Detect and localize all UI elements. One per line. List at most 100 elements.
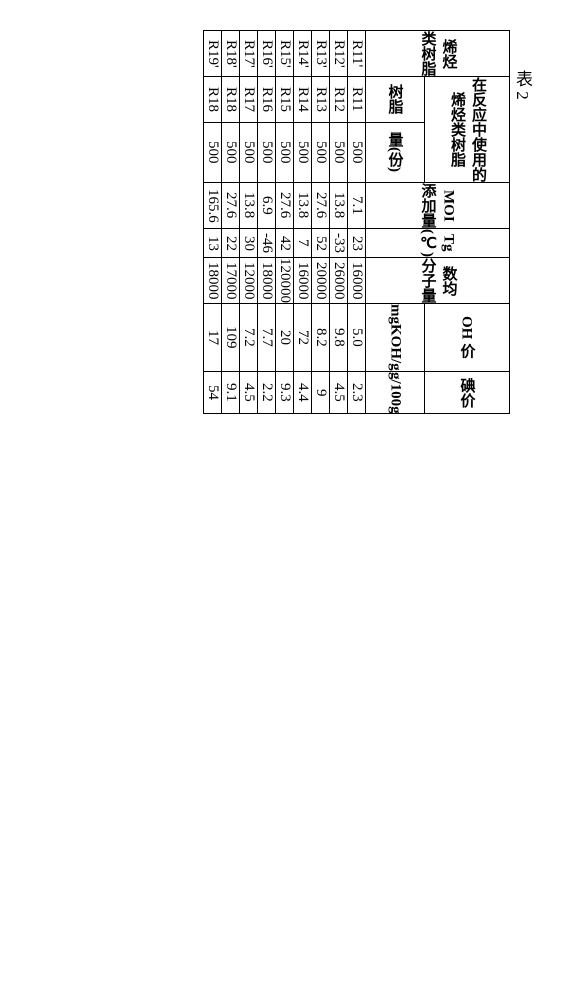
table-row: R13' R13 500 27.6 52 20000 8.2 9 — [312, 31, 330, 414]
col-iodine-group: 碘价 — [425, 371, 510, 414]
table-row: R12' R12 500 13.8 -33 26000 9.8 4.5 — [330, 31, 348, 414]
cell-tg: 30 — [240, 229, 258, 258]
cell-tg: 13 — [204, 229, 222, 258]
cell-resin: R18 — [222, 77, 240, 123]
cell-resin: R18 — [204, 77, 222, 123]
cell-moi: 27.6 — [312, 183, 330, 229]
cell-moi: 27.6 — [276, 183, 294, 229]
cell-resin: R12 — [330, 77, 348, 123]
col-oh-group: OH 价 — [425, 304, 510, 372]
table-row: R17' R17 500 13.8 30 12000 7.2 4.5 — [240, 31, 258, 414]
cell-mw: 18000 — [258, 258, 276, 304]
col-moi: MOI添加量 — [366, 183, 510, 229]
cell-iodine: 2.2 — [258, 371, 276, 414]
cell-resin: R16 — [258, 77, 276, 123]
col-oh-unit: mgKOH/g — [366, 304, 425, 372]
table-row: R11' R11 500 7.1 23 16000 5.0 2.3 — [348, 31, 366, 414]
col-used-resin-group: 在反应中使用的烯烃类树脂 — [425, 77, 510, 183]
cell-mw: 17000 — [222, 258, 240, 304]
table-row: R18' R18 500 27.6 22 17000 109 9.1 — [222, 31, 240, 414]
cell-iodine: 9.1 — [222, 371, 240, 414]
cell-moi: 165.6 — [204, 183, 222, 229]
cell-amount: 500 — [222, 122, 240, 182]
cell-tg: -46 — [258, 229, 276, 258]
cell-moi: 13.8 — [294, 183, 312, 229]
cell-oh: 9.8 — [330, 304, 348, 372]
cell-resin: R17 — [240, 77, 258, 123]
cell-tg: 42 — [276, 229, 294, 258]
cell-label: R15' — [276, 31, 294, 77]
cell-oh: 20 — [276, 304, 294, 372]
cell-mw: 16000 — [294, 258, 312, 304]
cell-amount: 500 — [294, 122, 312, 182]
col-used-resin-text: 在反应中使用的烯烃类树脂 — [449, 77, 486, 182]
cell-tg: -33 — [330, 229, 348, 258]
cell-oh: 17 — [204, 304, 222, 372]
cell-amount: 500 — [276, 122, 294, 182]
col-resin-sub: 树脂 — [366, 77, 425, 123]
cell-tg: 22 — [222, 229, 240, 258]
cell-mw: 26000 — [330, 258, 348, 304]
table-row: R16' R16 500 6.9 -46 18000 7.7 2.2 — [258, 31, 276, 414]
cell-tg: 7 — [294, 229, 312, 258]
cell-mw: 12000 — [240, 258, 258, 304]
cell-mw: 16000 — [348, 258, 366, 304]
cell-iodine: 9 — [312, 371, 330, 414]
cell-oh: 109 — [222, 304, 240, 372]
table-row: R19' R18 500 165.6 13 18000 17 54 — [204, 31, 222, 414]
cell-label: R11' — [348, 31, 366, 77]
cell-moi: 6.9 — [258, 183, 276, 229]
cell-amount: 500 — [204, 122, 222, 182]
cell-oh: 7.7 — [258, 304, 276, 372]
cell-label: R17' — [240, 31, 258, 77]
col-iodine-unit: g/100g — [366, 371, 425, 414]
cell-label: R14' — [294, 31, 312, 77]
cell-label: R13' — [312, 31, 330, 77]
col-tg-text: Tg(℃) — [420, 229, 457, 257]
cell-amount: 500 — [312, 122, 330, 182]
table-container: 表 2 烯烃类树脂 在反应中使用的烯烃类树脂 MOI添加量 Tg(℃) 数均分子… — [25, 30, 557, 970]
cell-resin: R11 — [348, 77, 366, 123]
col-label-text: 烯烃类树脂 — [420, 31, 457, 76]
cell-amount: 500 — [330, 122, 348, 182]
cell-iodine: 4.5 — [240, 371, 258, 414]
col-mw: 数均分子量 — [366, 258, 510, 304]
cell-label: R16' — [258, 31, 276, 77]
col-mw-text: 数均分子量 — [420, 258, 457, 303]
cell-mw: 120000 — [276, 258, 294, 304]
cell-iodine: 9.3 — [276, 371, 294, 414]
cell-label: R12' — [330, 31, 348, 77]
cell-iodine: 4.5 — [330, 371, 348, 414]
cell-moi: 13.8 — [240, 183, 258, 229]
table-row: R15' R15 500 27.6 42 120000 20 9.3 — [276, 31, 294, 414]
cell-resin: R14 — [294, 77, 312, 123]
cell-amount: 500 — [240, 122, 258, 182]
cell-oh: 5.0 — [348, 304, 366, 372]
header-row-1: 烯烃类树脂 在反应中使用的烯烃类树脂 MOI添加量 Tg(℃) 数均分子量 OH… — [425, 31, 510, 414]
cell-tg: 23 — [348, 229, 366, 258]
cell-iodine: 2.3 — [348, 371, 366, 414]
cell-moi: 13.8 — [330, 183, 348, 229]
cell-amount: 500 — [348, 122, 366, 182]
cell-moi: 27.6 — [222, 183, 240, 229]
col-moi-text: MOI添加量 — [420, 183, 457, 228]
table-row: R14' R14 500 13.8 7 16000 72 4.4 — [294, 31, 312, 414]
cell-label: R19' — [204, 31, 222, 77]
cell-label: R18' — [222, 31, 240, 77]
table-title: 表 2 — [510, 70, 535, 970]
col-tg: Tg(℃) — [366, 229, 510, 258]
cell-iodine: 4.4 — [294, 371, 312, 414]
cell-mw: 18000 — [204, 258, 222, 304]
col-label: 烯烃类树脂 — [366, 31, 510, 77]
cell-oh: 72 — [294, 304, 312, 372]
resin-table: 烯烃类树脂 在反应中使用的烯烃类树脂 MOI添加量 Tg(℃) 数均分子量 OH… — [203, 30, 510, 414]
col-amount-sub: 量(份) — [366, 122, 425, 182]
cell-oh: 7.2 — [240, 304, 258, 372]
cell-oh: 8.2 — [312, 304, 330, 372]
cell-resin: R13 — [312, 77, 330, 123]
cell-iodine: 54 — [204, 371, 222, 414]
cell-amount: 500 — [258, 122, 276, 182]
cell-moi: 7.1 — [348, 183, 366, 229]
cell-resin: R15 — [276, 77, 294, 123]
cell-tg: 52 — [312, 229, 330, 258]
